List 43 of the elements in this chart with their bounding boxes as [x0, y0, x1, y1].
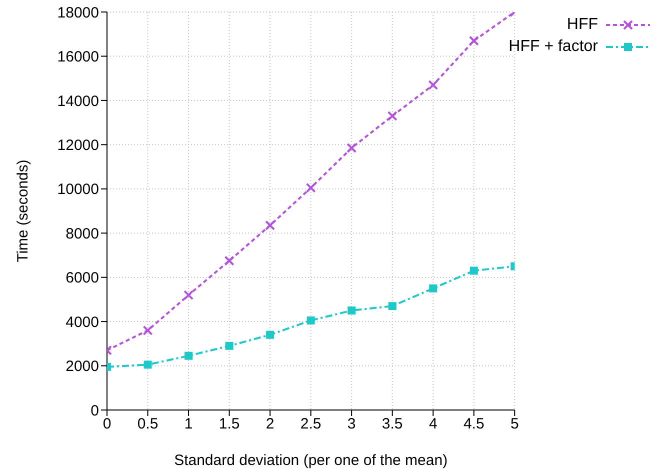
y-tick-label: 16000 [57, 48, 99, 66]
point [348, 306, 356, 314]
point [387, 110, 398, 121]
y-tick-label: 2000 [66, 358, 99, 376]
point [142, 325, 153, 336]
x-tick-label: 3 [347, 416, 356, 433]
x-tick-label: 4 [428, 416, 438, 433]
x-tick-label: 2 [266, 416, 274, 433]
y-tick-label: 0 [90, 402, 99, 420]
y-axis-title: Time (seconds) [14, 160, 32, 262]
x-tick-label: 0.5 [137, 416, 158, 433]
x-axis-title: Standard deviation (per one of the mean) [174, 452, 448, 469]
point [225, 342, 234, 350]
y-tick-label: 4000 [66, 314, 99, 331]
point [468, 36, 479, 46]
x-tick-label: 5 [510, 416, 519, 433]
point [224, 256, 234, 266]
y-tick-label: 12000 [57, 136, 99, 154]
y-tick-label: 10000 [57, 181, 99, 198]
legend-label: HFF + factor [508, 38, 598, 56]
point [184, 352, 193, 360]
point [428, 80, 438, 90]
point [306, 316, 315, 324]
x-tick-label: 3.5 [382, 416, 403, 433]
point [388, 302, 396, 310]
point [184, 290, 194, 300]
point [144, 360, 152, 369]
point [429, 284, 438, 292]
y-tick-label: 8000 [66, 225, 99, 242]
x-tick-label: 2.5 [300, 416, 322, 433]
point [346, 142, 357, 153]
y-tick-label: 14000 [57, 92, 99, 110]
point [266, 330, 274, 339]
point [265, 220, 276, 230]
x-tick-label: 1 [184, 416, 193, 433]
x-tick-label: 4.5 [463, 416, 484, 433]
point [470, 266, 478, 275]
x-tick-label: 0 [102, 416, 112, 433]
legend-label: HFF [566, 16, 598, 34]
y-tick-label: 18000 [57, 4, 99, 22]
x-tick-label: 1.5 [218, 416, 240, 433]
y-tick-label: 6000 [66, 270, 99, 287]
point [306, 182, 316, 193]
